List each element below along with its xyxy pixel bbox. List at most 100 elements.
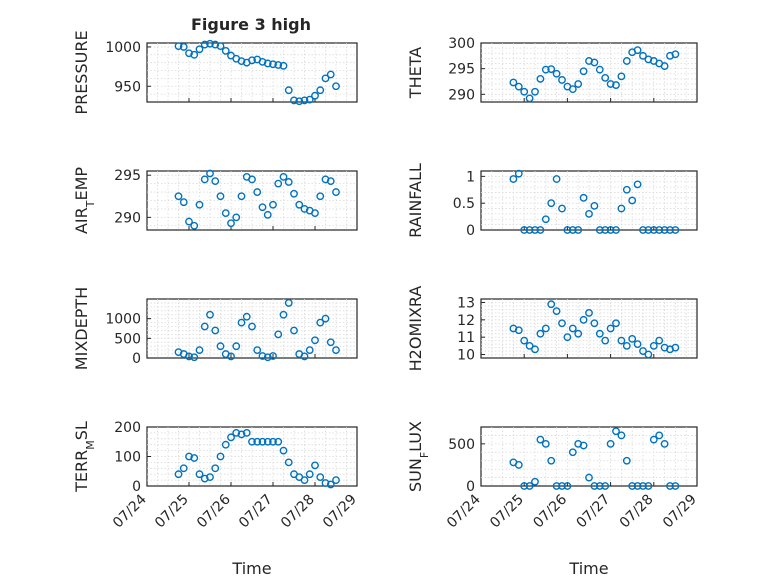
data-point bbox=[174, 470, 183, 479]
data-point bbox=[332, 346, 340, 355]
data-point bbox=[558, 204, 566, 213]
data-point bbox=[514, 326, 523, 335]
data-point bbox=[227, 433, 235, 442]
data-point bbox=[655, 431, 664, 440]
data-point bbox=[558, 319, 566, 328]
data-point bbox=[622, 456, 631, 465]
data-point bbox=[227, 219, 235, 228]
data-point bbox=[563, 333, 572, 342]
data-point bbox=[579, 441, 588, 450]
data-point bbox=[263, 353, 272, 362]
data-point bbox=[541, 215, 550, 224]
data-point bbox=[305, 470, 314, 479]
data-point bbox=[290, 96, 298, 105]
data-point bbox=[295, 200, 304, 209]
data-point bbox=[195, 470, 204, 479]
data-point bbox=[332, 188, 340, 196]
y-tick-label: 0 bbox=[466, 479, 475, 495]
data-point bbox=[563, 482, 572, 490]
data-point bbox=[279, 310, 288, 319]
data-point bbox=[216, 192, 225, 201]
data-point bbox=[590, 482, 599, 490]
x-axis-title: Time bbox=[231, 559, 271, 578]
x-tick-label: 07/28 bbox=[278, 492, 318, 532]
data-point bbox=[649, 435, 658, 444]
data-point bbox=[617, 72, 626, 81]
series-points bbox=[174, 39, 340, 106]
data-point bbox=[290, 189, 298, 198]
data-point bbox=[541, 324, 550, 333]
data-point bbox=[520, 482, 529, 490]
data-point bbox=[269, 60, 277, 69]
data-point bbox=[179, 464, 188, 473]
x-tick-label: 07/25 bbox=[487, 492, 527, 532]
x-tick-label: 07/29 bbox=[320, 492, 360, 532]
data-point bbox=[216, 452, 225, 461]
data-point bbox=[195, 45, 204, 54]
data-point bbox=[525, 341, 534, 350]
y-tick-label: 10 bbox=[457, 348, 475, 364]
data-point bbox=[558, 482, 566, 490]
grid bbox=[147, 43, 357, 102]
data-point bbox=[617, 336, 626, 345]
data-point bbox=[221, 209, 230, 218]
subplot-mixdepth: 0 500 1000 MIXDEPTH bbox=[72, 287, 358, 370]
data-point bbox=[311, 336, 319, 345]
data-point bbox=[509, 78, 518, 87]
y-tick-label: 290 bbox=[114, 210, 141, 226]
data-point bbox=[552, 307, 561, 316]
data-point bbox=[568, 324, 577, 333]
data-point bbox=[237, 57, 246, 65]
data-point bbox=[655, 336, 664, 345]
data-point bbox=[284, 86, 293, 95]
data-point bbox=[216, 342, 225, 351]
data-point bbox=[316, 318, 325, 327]
data-point bbox=[655, 226, 664, 234]
data-point bbox=[552, 69, 561, 78]
figure-title: Figure 3 high bbox=[191, 15, 311, 34]
subplot-theta: 290 295 300 THETA bbox=[406, 36, 698, 103]
data-point bbox=[248, 56, 256, 65]
data-point bbox=[644, 350, 653, 359]
y-axis-title: MIXDEPTH bbox=[72, 287, 91, 370]
data-point bbox=[612, 226, 620, 234]
data-point bbox=[671, 343, 680, 352]
data-point bbox=[590, 319, 599, 328]
data-point bbox=[332, 82, 340, 91]
data-point bbox=[563, 226, 572, 234]
y-axis-title: TERRMSL bbox=[72, 421, 97, 493]
data-point bbox=[253, 437, 262, 446]
data-point bbox=[190, 50, 199, 59]
data-point bbox=[195, 200, 204, 209]
data-point bbox=[514, 461, 523, 469]
data-point bbox=[606, 226, 615, 234]
y-axis-title: PRESSURE bbox=[72, 30, 91, 114]
series-points bbox=[174, 299, 340, 362]
data-point bbox=[639, 482, 647, 490]
data-point bbox=[531, 87, 539, 96]
data-point bbox=[606, 439, 615, 448]
data-point bbox=[174, 42, 183, 51]
data-point bbox=[552, 175, 561, 183]
data-point bbox=[601, 226, 610, 234]
grid bbox=[481, 171, 697, 230]
data-point bbox=[666, 226, 674, 234]
y-axis-title: THETA bbox=[406, 47, 425, 99]
y-tick-label: 500 bbox=[114, 331, 141, 347]
data-point bbox=[232, 213, 241, 222]
data-point bbox=[269, 200, 277, 209]
data-point bbox=[269, 437, 277, 446]
data-point bbox=[258, 437, 267, 446]
data-point bbox=[547, 456, 556, 465]
data-point bbox=[248, 437, 256, 446]
data-point bbox=[316, 192, 325, 201]
x-tick-label: 07/26 bbox=[194, 491, 234, 531]
data-point bbox=[279, 61, 288, 70]
data-point bbox=[617, 204, 626, 213]
data-point bbox=[601, 482, 610, 490]
y-tick-label: 0 bbox=[466, 223, 475, 239]
data-point bbox=[300, 476, 309, 484]
y-tick-label: 100 bbox=[114, 450, 141, 466]
